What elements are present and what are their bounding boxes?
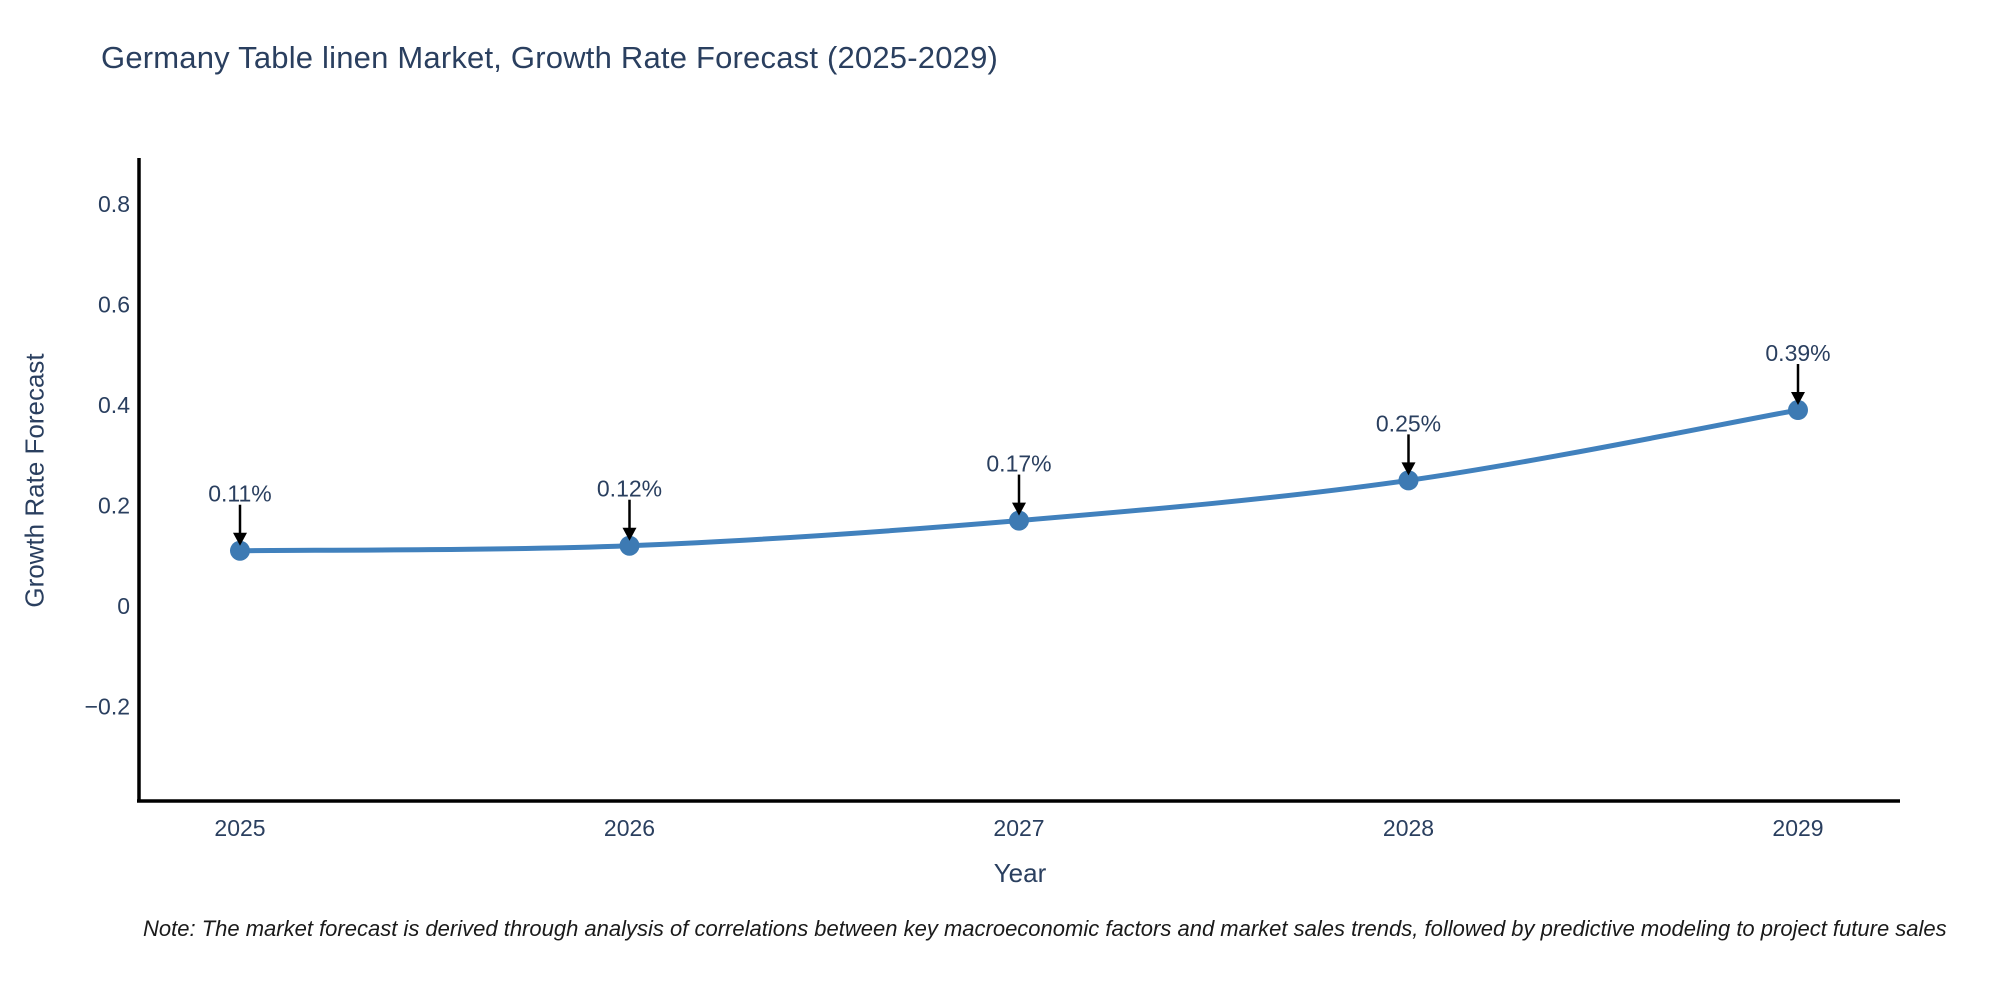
x-tick-label: 2028 (1383, 815, 1434, 841)
y-tick-label: 0.2 (98, 493, 130, 519)
y-axis-title: Growth Rate Forecast (19, 353, 50, 608)
annotation-arrowhead (1791, 392, 1805, 406)
y-tick-label: 0.4 (98, 392, 130, 418)
annotation-label: 0.25% (1376, 410, 1441, 436)
x-tick-label: 2027 (993, 815, 1044, 841)
x-tick-label: 2026 (604, 815, 655, 841)
annotation-label: 0.11% (208, 481, 272, 507)
annotation-arrowhead (622, 527, 637, 541)
x-tick-label: 2025 (214, 815, 265, 841)
annotation-arrowhead (1012, 502, 1026, 516)
annotation-label: 0.39% (1765, 340, 1830, 366)
data-point-marker (1009, 510, 1029, 531)
data-point-marker (1398, 470, 1419, 491)
annotation-arrowhead (1401, 462, 1416, 476)
annotation-label: 0.17% (986, 451, 1051, 477)
y-tick-label: 0.6 (98, 292, 130, 318)
annotation-label: 0.12% (597, 476, 662, 502)
x-axis-title: Year (993, 858, 1047, 888)
data-point-marker (619, 535, 640, 556)
y-tick-label: −0.2 (85, 694, 130, 720)
annotation-arrowhead (233, 532, 247, 546)
data-point-marker (230, 540, 250, 561)
x-tick-label: 2029 (1772, 815, 1823, 841)
data-point-marker (1788, 400, 1808, 421)
chart-title: Germany Table linen Market, Growth Rate … (101, 40, 999, 75)
y-tick-label: 0 (117, 593, 130, 619)
y-tick-label: 0.8 (98, 191, 130, 217)
footnote: Note: The market forecast is derived thr… (143, 916, 1947, 941)
